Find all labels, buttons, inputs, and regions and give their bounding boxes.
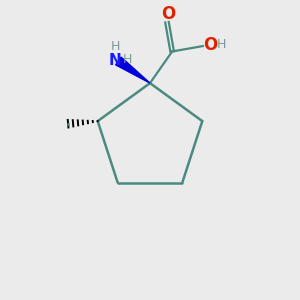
Text: H: H [111, 40, 120, 53]
Text: N: N [109, 53, 122, 68]
Text: O: O [161, 5, 176, 23]
Text: H: H [217, 38, 226, 51]
Text: O: O [203, 36, 218, 54]
Text: H: H [123, 53, 133, 66]
Polygon shape [116, 57, 150, 83]
